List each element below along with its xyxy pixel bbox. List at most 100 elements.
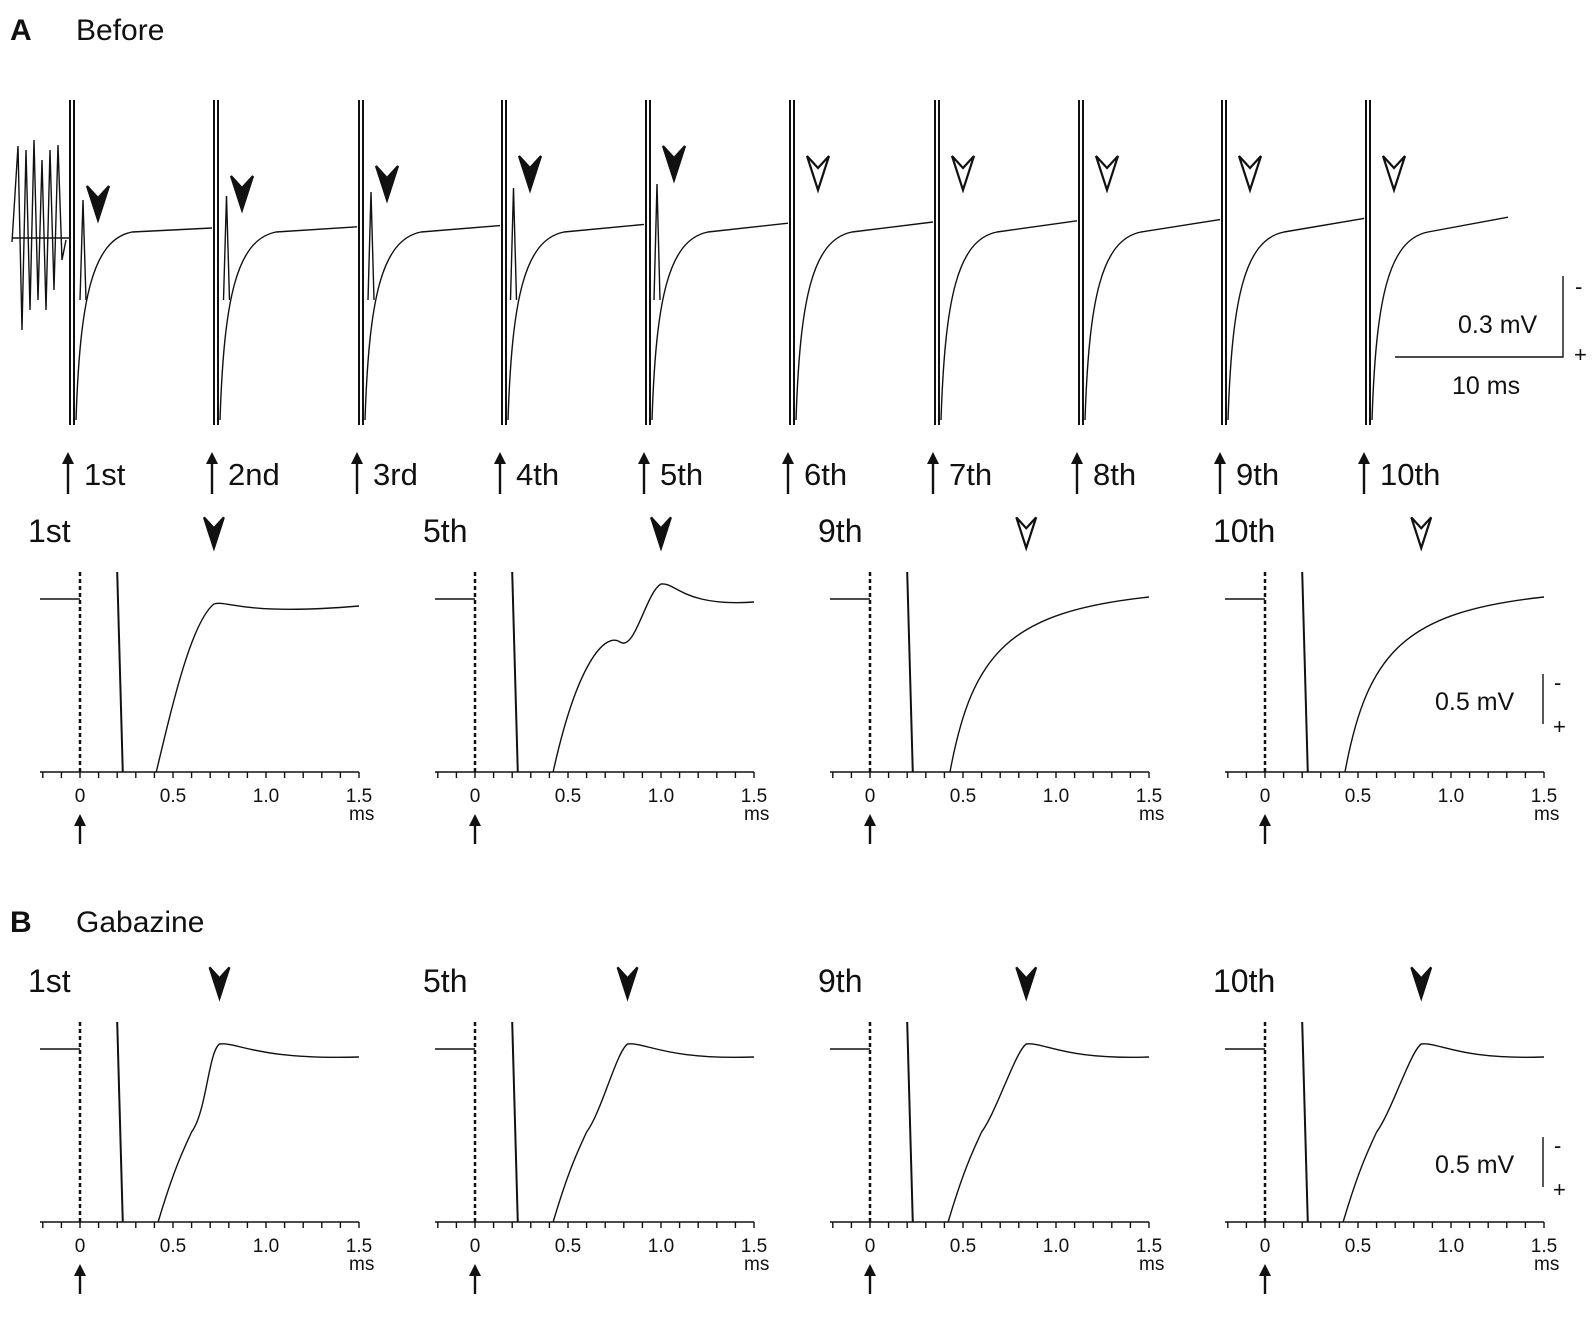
- field-potential-trace: [507, 223, 645, 421]
- field-potential-trace: [364, 224, 501, 421]
- x-axis-unit: ms: [744, 804, 769, 825]
- zoom-minus-b: -: [1554, 1133, 1561, 1158]
- panel-b-title: Gabazine: [76, 906, 204, 939]
- field-potential-trace: [219, 226, 358, 421]
- x-tick-label: 1.5: [1531, 1236, 1557, 1257]
- field-potential-trace: [795, 221, 934, 421]
- x-tick-label: 0: [75, 786, 86, 807]
- spike-arrowhead-icon: [650, 516, 672, 552]
- zoom-panel-label: 9th: [818, 513, 862, 549]
- stimulus-arrow-icon: [494, 452, 506, 494]
- spike-arrowhead-icon: [950, 155, 976, 194]
- stimulus-arrow-icon: [782, 452, 794, 494]
- x-tick-label: 0: [1260, 786, 1271, 807]
- x-tick-label: 1.5: [1136, 786, 1162, 807]
- stimulus-arrow-icon: [62, 452, 74, 494]
- stimulus-arrow-icon: [638, 452, 650, 494]
- overview-response: [1078, 100, 1221, 425]
- stimulus-arrow-icon: [1259, 1264, 1271, 1294]
- spike-arrowhead-icon: [1237, 155, 1263, 194]
- stimulus-label: 3rd: [373, 457, 418, 492]
- x-tick-label: 1.0: [253, 786, 279, 807]
- population-spike: [509, 187, 518, 301]
- zoom-scale-bar-b: 0.5 mV - +: [1435, 1133, 1566, 1202]
- zoom-plus-b: +: [1553, 1177, 1566, 1202]
- x-tick-label: 1.5: [346, 1236, 372, 1257]
- x-axis-unit: ms: [349, 1254, 374, 1275]
- x-tick-label: 0.5: [950, 1236, 976, 1257]
- spike-arrowhead-icon: [1094, 155, 1120, 194]
- overview-scale-time: 10 ms: [1452, 372, 1520, 400]
- stimulus-arrow-icon: [1358, 452, 1370, 494]
- field-potential-trace: [651, 222, 789, 421]
- x-tick-label: 1.0: [648, 786, 674, 807]
- x-axis-unit: ms: [349, 804, 374, 825]
- zoom-panel: 9th 0 0.5 1.0 1.5ms: [818, 963, 1164, 1294]
- overview-response: [645, 100, 789, 425]
- x-tick-label: 0: [470, 786, 481, 807]
- stimulus-arrow-icon: [74, 1264, 86, 1294]
- spike-arrowhead-icon: [661, 145, 687, 184]
- zoom-panel-label: 5th: [423, 513, 467, 549]
- x-tick-label: 0.5: [1345, 1236, 1371, 1257]
- artifact-line: [1301, 1021, 1309, 1223]
- artifact-line: [116, 571, 124, 773]
- field-potential-trace: [1084, 218, 1221, 421]
- spike-arrowhead-icon: [517, 155, 543, 194]
- recovery-trace: [1344, 596, 1545, 773]
- artifact-line: [116, 1021, 124, 1223]
- spike-arrowhead-icon: [1015, 516, 1038, 552]
- stimulus-arrow-icon: [864, 814, 876, 844]
- artifact-line: [1301, 571, 1309, 773]
- x-tick-label: 1.5: [1136, 1236, 1162, 1257]
- zoom-minus-a: -: [1554, 670, 1561, 695]
- field-potential-trace: [75, 227, 213, 421]
- recovery-trace: [552, 1043, 755, 1223]
- stimulus-arrow-icon: [469, 814, 481, 844]
- overview-response: [789, 100, 934, 425]
- spike-arrowhead-icon: [805, 155, 831, 194]
- recovery-trace: [157, 1043, 360, 1223]
- stimulus-arrow-icon: [206, 452, 218, 494]
- x-tick-label: 1.5: [741, 786, 767, 807]
- spike-arrowhead-icon: [1410, 516, 1433, 552]
- spike-arrowhead-icon: [616, 966, 639, 1002]
- spike-arrowhead-icon: [374, 165, 400, 204]
- x-tick-label: 0: [1260, 1236, 1271, 1257]
- panel-a-title: Before: [76, 14, 164, 47]
- zoom-plus-a: +: [1553, 714, 1566, 739]
- population-spike: [367, 191, 375, 301]
- x-tick-label: 0.5: [555, 786, 581, 807]
- overview-traces: [11, 100, 1509, 425]
- x-tick-label: 1.5: [1531, 786, 1557, 807]
- zoom-panel-label: 1st: [28, 513, 71, 549]
- overview-scale-voltage: 0.3 mV: [1458, 311, 1538, 339]
- overview-response: [501, 100, 645, 425]
- overview-scale-bar: 0.3 mV 10 ms - +: [1395, 274, 1587, 400]
- population-spike: [79, 199, 87, 301]
- recovery-trace: [155, 602, 360, 773]
- overview-response: [213, 100, 358, 425]
- x-tick-label: 1.0: [1043, 1236, 1069, 1257]
- x-tick-label: 1.5: [741, 1236, 767, 1257]
- x-tick-label: 1.0: [1438, 786, 1464, 807]
- stimulus-arrow-icon: [927, 452, 939, 494]
- x-tick-label: 0: [470, 1236, 481, 1257]
- zoom-panel: 10th 0 0.5 1.0 1.5ms: [1213, 963, 1559, 1294]
- spike-arrowhead-icon: [85, 185, 111, 224]
- recovery-trace: [947, 1043, 1150, 1223]
- spike-arrowhead-icon: [1015, 966, 1038, 1002]
- stimulus-label: 8th: [1093, 457, 1136, 492]
- overview-response: [934, 100, 1078, 425]
- spike-arrowhead-icon: [208, 966, 231, 1002]
- spike-arrowhead-icon: [202, 516, 225, 552]
- artifact-line: [511, 571, 519, 773]
- zoom-panel: 1st 0 0.5 1.0 1.5ms: [28, 963, 374, 1294]
- zoom-scale-bar-a: 0.5 mV - +: [1435, 670, 1566, 739]
- panel-a-letter: A: [10, 14, 32, 47]
- overview-response: [1221, 100, 1365, 425]
- stimulus-label: 5th: [660, 457, 703, 492]
- stimulus-arrow-icon: [1071, 452, 1083, 494]
- stimulus-label: 1st: [84, 457, 126, 492]
